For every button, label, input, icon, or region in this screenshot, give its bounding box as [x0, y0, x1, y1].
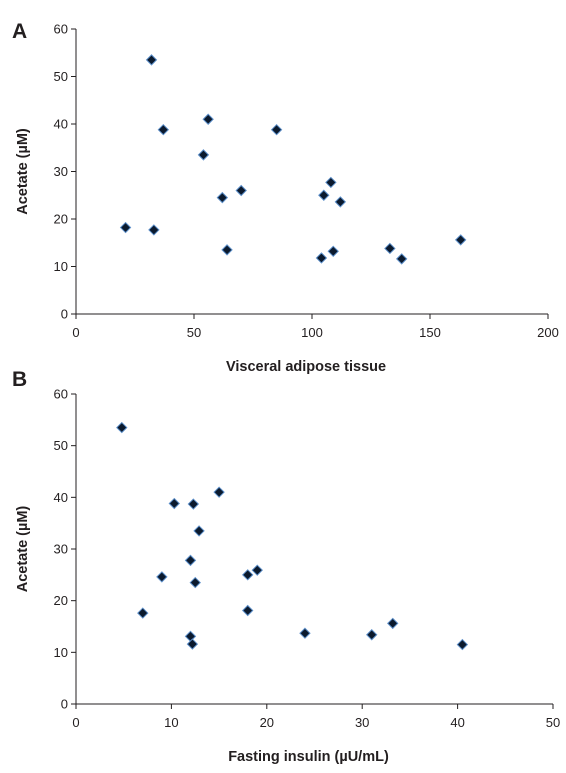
x-tick-label: 20	[260, 715, 274, 730]
y-tick-label: 0	[61, 697, 68, 712]
data-point	[186, 638, 199, 650]
x-tick-label: 50	[546, 715, 560, 730]
data-point	[216, 191, 229, 204]
data-point	[235, 184, 247, 197]
data-point	[325, 176, 337, 189]
x-tick-label: 0	[72, 325, 79, 340]
data-point	[156, 571, 168, 583]
data-point	[221, 244, 233, 256]
y-axis-title: Acetate (µM)	[15, 506, 31, 593]
data-point	[119, 221, 132, 234]
data-point	[242, 569, 254, 581]
x-tick-label: 0	[72, 715, 79, 730]
y-tick-label: 50	[54, 69, 68, 84]
data-point	[384, 242, 396, 255]
y-tick-label: 60	[54, 22, 68, 37]
data-point	[299, 627, 311, 639]
data-point	[184, 554, 197, 567]
data-point	[168, 497, 180, 510]
y-axis-title: Acetate (µM)	[15, 128, 31, 215]
y-tick-label: 30	[54, 164, 68, 179]
x-axis-title: Visceral adipose tissue	[226, 359, 386, 375]
data-point	[202, 113, 214, 125]
data-point	[116, 421, 128, 434]
data-point	[270, 123, 283, 136]
data-point	[334, 196, 347, 208]
x-tick-label: 50	[187, 325, 201, 340]
data-point	[184, 630, 197, 643]
data-point	[148, 224, 160, 236]
data-point	[395, 253, 408, 265]
x-tick-label: 30	[355, 715, 369, 730]
panel-a: A 0 10 20 30 40 50 60 0 50 100 150 200 Visceral adipo…	[12, 20, 559, 375]
x-axis-title: Fasting insulin (µU/mL)	[228, 749, 389, 765]
y-tick-label: 10	[54, 259, 68, 274]
y-tick-label: 10	[54, 645, 68, 660]
y-tick-label: 0	[61, 307, 68, 322]
panel-letter: A	[12, 20, 27, 43]
data-point	[251, 564, 263, 576]
y-tick-label: 40	[54, 117, 68, 132]
data-point	[187, 498, 200, 510]
data-point	[366, 629, 378, 641]
data-point	[454, 234, 467, 246]
y-tick-label: 20	[54, 212, 68, 227]
x-tick-label: 150	[419, 325, 441, 340]
data-point	[327, 245, 339, 258]
data-point	[213, 486, 225, 498]
data-point	[387, 617, 399, 630]
y-tick-label: 20	[54, 593, 68, 608]
y-tick-label: 50	[54, 438, 68, 453]
data-point	[456, 638, 469, 651]
panel-b: B 0 10 20 30 40 50 60 0 10 20 30 40 50 Fasting insulin…	[12, 368, 560, 765]
x-tick-label: 200	[537, 325, 559, 340]
data-point	[315, 252, 328, 264]
y-tick-label: 40	[54, 490, 68, 505]
data-point	[145, 54, 158, 66]
panel-letter: B	[12, 368, 27, 391]
x-tick-label: 100	[301, 325, 323, 340]
data-point	[189, 576, 201, 589]
data-point	[137, 607, 149, 619]
data-point	[318, 189, 330, 201]
x-tick-label: 10	[164, 715, 178, 730]
y-tick-label: 60	[54, 387, 68, 402]
data-point	[157, 123, 170, 136]
data-point	[197, 149, 210, 161]
x-tick-label: 40	[450, 715, 464, 730]
y-tick-label: 30	[54, 542, 68, 557]
data-point	[242, 604, 254, 617]
data-point	[193, 525, 205, 537]
